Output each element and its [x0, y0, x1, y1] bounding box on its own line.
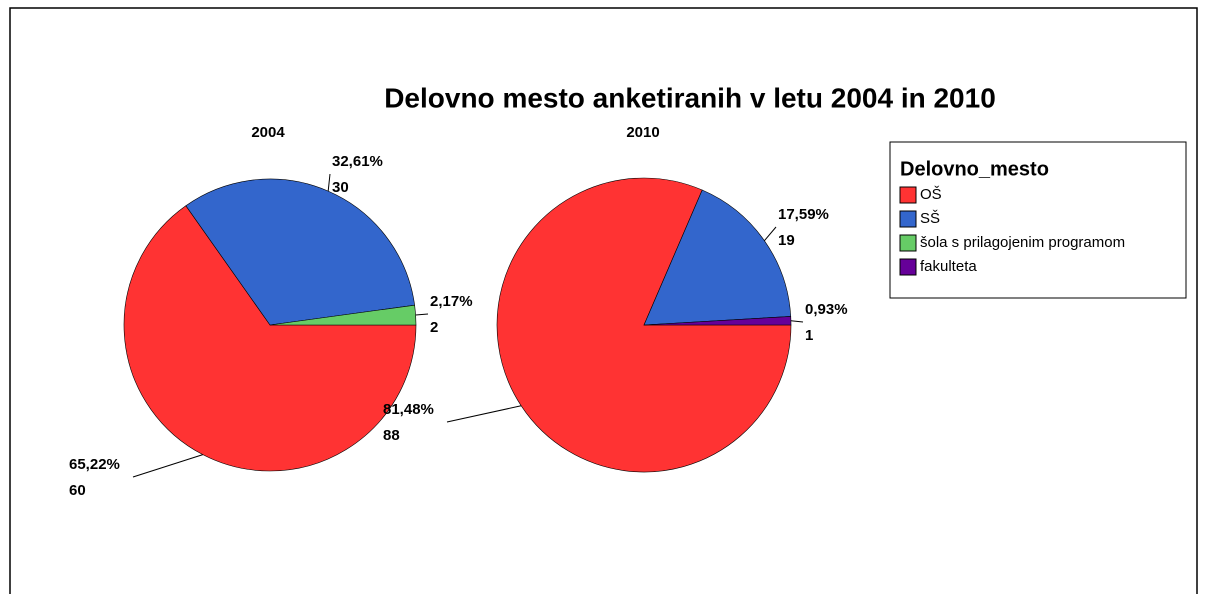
- legend-swatch: [899, 258, 917, 276]
- percent-label: 17,59%: [778, 206, 829, 223]
- count-label: 2: [430, 319, 438, 336]
- legend-label: SŠ: [920, 210, 940, 227]
- count-label: 88: [383, 427, 400, 444]
- percent-label: 0,93%: [805, 301, 848, 318]
- pie-slice: [643, 189, 792, 326]
- percent-label: 2,17%: [430, 293, 473, 310]
- legend-title: Delovno_mesto: [900, 158, 1049, 180]
- count-label: 1: [805, 327, 813, 344]
- pie-slice: [643, 316, 792, 326]
- percent-label: 81,48%: [383, 401, 434, 418]
- percent-label: 65,22%: [69, 456, 120, 473]
- chart-title: Delovno mesto anketiranih v letu 2004 in…: [384, 82, 996, 113]
- pie-title: 2010: [626, 124, 659, 141]
- legend-box: [889, 141, 1187, 299]
- count-label: 30: [332, 179, 349, 196]
- pie-title: 2004: [251, 124, 285, 141]
- leader-line: [327, 173, 331, 192]
- count-label: 19: [778, 232, 795, 249]
- leader-line: [764, 226, 777, 241]
- leader-line: [790, 320, 804, 323]
- leader-line: [415, 313, 429, 316]
- legend-label: fakulteta: [920, 258, 977, 275]
- pie-slice: [185, 178, 415, 326]
- percent-label: 32,61%: [332, 153, 383, 170]
- pie-slice: [123, 205, 417, 472]
- leader-line: [132, 454, 203, 478]
- legend-swatch: [899, 186, 917, 204]
- leader-line: [446, 405, 522, 423]
- legend-swatch: [899, 210, 917, 228]
- legend-label: šola s prilagojenim programom: [920, 234, 1125, 251]
- legend-label: OŠ: [920, 186, 942, 203]
- frame: [9, 7, 1198, 594]
- count-label: 60: [69, 482, 86, 499]
- legend-swatch: [899, 234, 917, 252]
